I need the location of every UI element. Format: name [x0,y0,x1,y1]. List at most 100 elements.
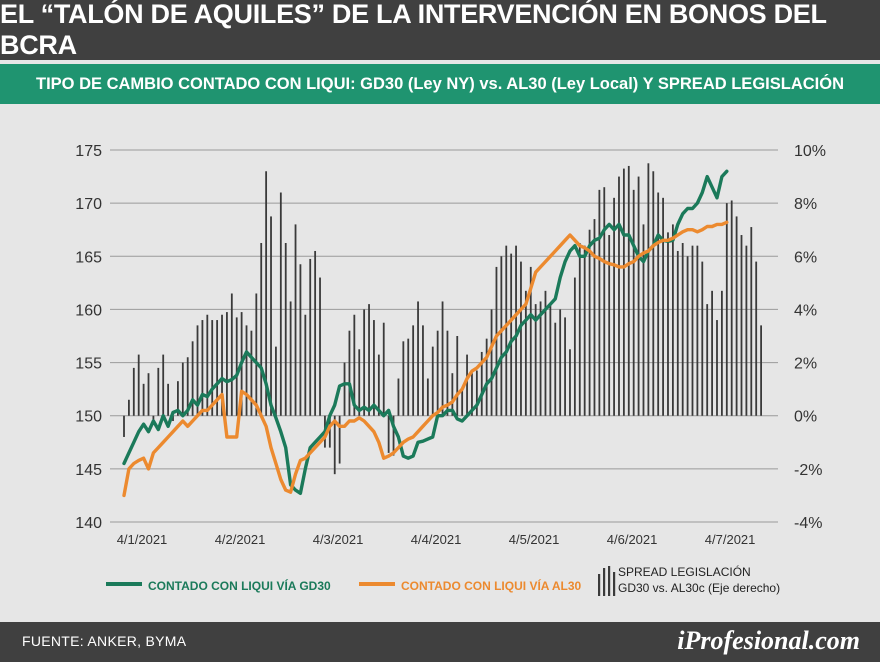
spread-bar [681,243,684,416]
spread-bar [480,351,483,416]
spread-bar [735,216,738,416]
spread-bar [422,325,424,416]
spread-bar [128,399,130,416]
spread-bar [745,245,748,416]
axis-labels: 140 -4% 145 -2% 150 0% 155 2% 160 4% 165 6% 170 8% 175… [75,143,826,547]
y-left-tick-label: 155 [75,356,102,373]
spread-bar [319,277,321,416]
spread-bar [132,367,135,416]
spread-bar [260,243,263,416]
y-left-tick-label: 160 [75,302,102,319]
spread-bar [441,301,444,416]
spread-bar [569,349,571,416]
spread-bar [230,293,233,416]
spread-bar [387,415,390,453]
y-left-tick-label: 165 [75,249,102,266]
spread-bar [632,189,635,416]
spread-bar [711,290,713,416]
y-left-tick-label: 170 [75,196,102,213]
spread-bar [284,243,287,416]
legend-spread-icon-bar [598,574,601,596]
footer: FUENTE: ANKER, BYMA iProfesional.com [0,622,880,662]
y-left-tick-label: 150 [75,409,102,426]
spread-bar [186,357,189,416]
spread-bar [490,309,493,416]
legend: CONTADO CON LIQUI VÍA GD30 CONTADO CON L… [106,564,780,596]
spread-bar [142,383,145,416]
spread-bar [544,290,547,416]
spread-bar [510,253,513,416]
spread-bar [431,346,434,416]
spread-bar [270,216,272,416]
spread-bar [529,266,532,416]
legend-gd30-label: CONTADO CON LIQUI VÍA GD30 [148,578,331,593]
spread-bar [358,349,361,416]
spread-bar [588,229,591,416]
spread-bar [426,378,429,416]
spread-bar [691,245,694,416]
spread-bar [265,171,268,416]
spread-bar [402,341,405,416]
x-tick-label: 4/6/2021 [607,532,658,547]
x-tick-label: 4/7/2021 [705,532,756,547]
spread-bar [696,245,699,416]
spread-bar [652,171,655,416]
spread-bar [162,354,165,416]
y-right-tick-label: 6% [794,249,817,266]
spread-bar [226,312,228,416]
y-left-tick-label: 140 [75,515,102,532]
spread-bar [515,245,517,416]
spread-bar [446,330,449,416]
spread-bar [622,168,625,416]
spread-bars [123,163,762,475]
spread-bar [196,325,199,416]
spread-bar [221,314,223,416]
spread-bar [627,165,630,416]
spread-bar [554,322,557,416]
spread-bar [720,290,723,416]
spread-bar [299,264,302,416]
spread-bar [485,338,488,416]
x-tick-label: 4/1/2021 [117,532,168,547]
x-tick-label: 4/4/2021 [411,532,462,547]
spread-bar [333,415,336,475]
spread-bar [294,224,297,416]
spread-bar [613,197,615,416]
spread-bar [456,336,459,416]
spread-bar [368,304,370,416]
spread-bar [363,309,366,416]
spread-bar [279,192,282,416]
spread-bar [289,301,292,416]
spread-bar [181,362,184,416]
spread-bar [328,415,331,448]
spread-bar [377,354,380,416]
legend-spread-icon [598,566,616,596]
spread-bar [671,224,674,416]
spread-bar [701,261,704,416]
spread-bar [397,378,400,416]
legend-al30-label: CONTADO CON LIQUI VÍA AL30 [401,578,582,593]
spread-bar [760,325,762,416]
y-right-tick-label: 8% [794,196,817,213]
spread-bar [348,330,351,416]
y-left-tick-label: 175 [75,143,102,160]
spread-bar [573,277,576,416]
spread-bar [152,415,155,422]
spread-bar [123,415,125,437]
spread-bar [382,322,385,416]
x-tick-label: 4/2/2021 [215,532,266,547]
spread-bar [157,367,160,416]
spread-bar [637,176,640,416]
spread-bar [343,362,346,416]
spread-bar [500,256,503,416]
spread-bar [216,320,219,416]
chart-area: 140 -4% 145 -2% 150 0% 155 2% 160 4% 165 6% 170 8% 175… [0,112,880,620]
spread-bar [211,320,214,416]
x-tick-label: 4/5/2021 [509,532,560,547]
spread-bar [534,304,537,416]
chart-subtitle: TIPO DE CAMBIO CONTADO CON LIQUI: GD30 (… [0,64,880,104]
brand-logo: iProfesional.com [677,626,860,655]
spread-bar [505,245,508,416]
spread-bar [309,258,312,416]
y-left-tick-label: 145 [75,462,102,479]
